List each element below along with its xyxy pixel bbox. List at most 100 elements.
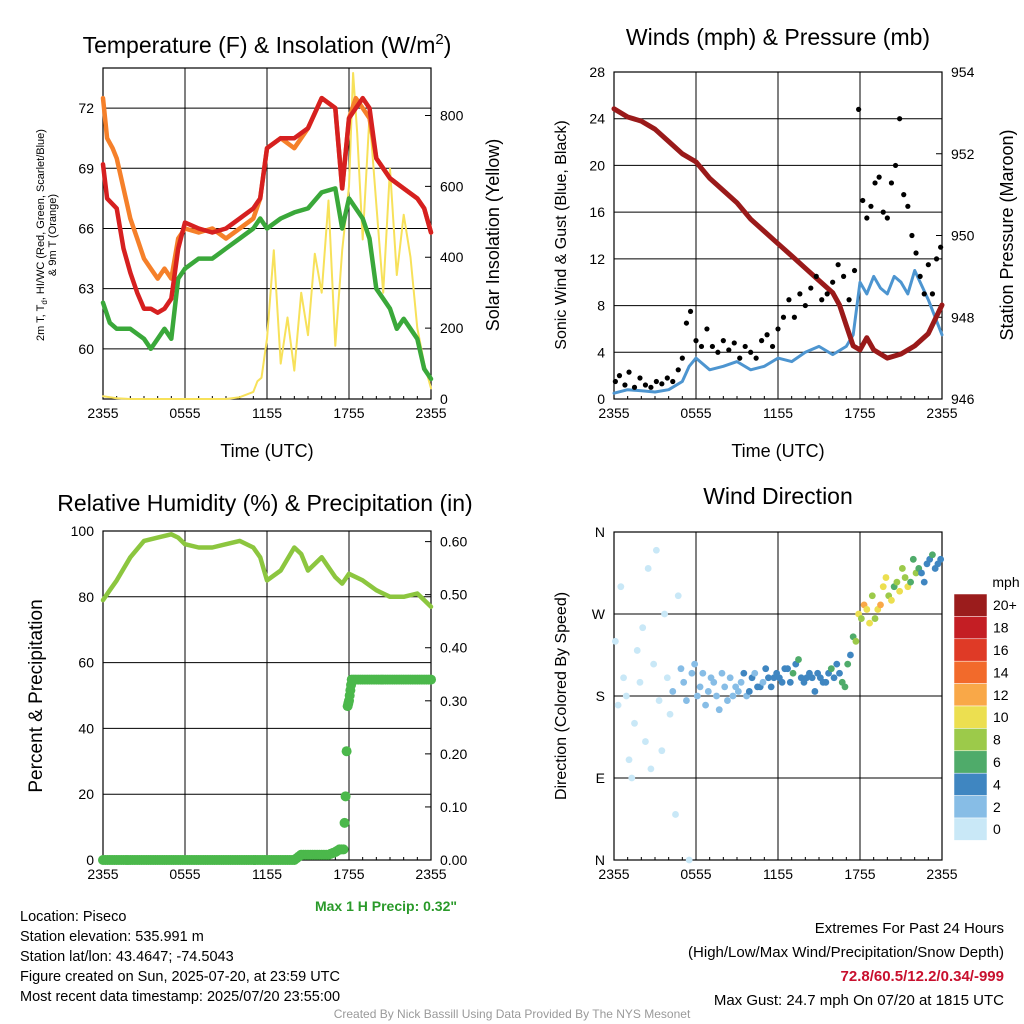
gust-point xyxy=(704,326,710,332)
gust-point xyxy=(616,373,623,379)
y-tick-label: 80 xyxy=(78,589,94,605)
gust-point xyxy=(631,384,638,390)
direction-point xyxy=(625,756,633,764)
y2-tick-label: 0.60 xyxy=(440,534,467,550)
direction-point xyxy=(644,565,652,572)
series-line-hi-wc xyxy=(100,186,434,382)
direction-point xyxy=(929,551,936,559)
x-tick-label: 1755 xyxy=(333,866,364,882)
y-tick-label: 63 xyxy=(78,281,94,297)
y2-tick-label: 0 xyxy=(440,391,448,407)
colorbar-swatch xyxy=(953,660,988,684)
precip-point xyxy=(339,817,350,828)
colorbar-title: mph xyxy=(992,574,1019,590)
elevation-text: Station elevation: 535.991 m xyxy=(20,929,204,945)
gust-point xyxy=(824,291,830,297)
direction-point xyxy=(920,578,928,586)
x-tick-label: 2355 xyxy=(598,866,629,882)
gust-point xyxy=(884,215,890,221)
direction-point xyxy=(822,678,830,686)
gust-point xyxy=(642,382,649,388)
gust-point xyxy=(808,285,814,291)
direction-point xyxy=(937,555,945,563)
colorbar-swatch xyxy=(953,817,988,841)
gust-point xyxy=(802,302,808,309)
direction-point xyxy=(611,637,619,645)
y-tick-label: S xyxy=(596,688,605,704)
colorbar-swatch xyxy=(953,616,988,640)
y2-tick-label: 0.50 xyxy=(440,587,467,603)
direction-point xyxy=(896,587,904,595)
colorbar-label: 0 xyxy=(993,821,1001,837)
direction-point xyxy=(631,719,638,727)
direction-point xyxy=(633,647,641,654)
wind-direction-chart-title: Wind Direction xyxy=(703,483,853,509)
direction-point xyxy=(888,596,895,604)
direction-point xyxy=(762,665,770,673)
credit-text: Created By Nick Bassill Using Data Provi… xyxy=(333,1007,691,1021)
wind-line xyxy=(612,269,944,395)
gust-point xyxy=(864,215,870,221)
y-tick-label: 69 xyxy=(78,160,94,176)
direction-point xyxy=(669,688,677,695)
gust-point xyxy=(693,338,699,344)
max-precip-annotation: Max 1 H Precip: 0.32" xyxy=(315,898,457,914)
y-tick-label: N xyxy=(595,524,605,540)
humidity-chart-title: Relative Humidity (%) & Precipitation (i… xyxy=(57,490,472,516)
y2-tick-label: 600 xyxy=(440,178,464,194)
x-tick-label: 1755 xyxy=(844,405,875,421)
y-tick-label: 40 xyxy=(78,720,94,736)
temperature-panel: Temperature (F) & Insolation (W/m2) Time… xyxy=(35,31,503,461)
colorbar-swatch xyxy=(953,593,988,617)
gust-point xyxy=(742,343,748,350)
gust-point xyxy=(892,162,899,169)
colorbar-label: 14 xyxy=(993,664,1009,680)
y2-tick-label: 800 xyxy=(440,107,464,123)
direction-point xyxy=(740,669,748,677)
colorbar-label: 8 xyxy=(993,732,1001,748)
gust-point xyxy=(841,273,847,279)
direction-point xyxy=(672,811,679,818)
winds-x-label: Time (UTC) xyxy=(731,441,824,461)
direction-point xyxy=(650,660,658,668)
y-tick-label: 16 xyxy=(589,204,605,220)
created-text: Figure created on Sun, 2025-07-20, at 23… xyxy=(20,969,340,985)
x-tick-label: 1155 xyxy=(763,866,793,882)
colorbar-label: 18 xyxy=(993,620,1009,636)
max-gust-text: Max Gust: 24.7 mph On 07/20 at 1815 UTC xyxy=(713,992,1004,1009)
direction-point xyxy=(833,660,841,668)
direction-point xyxy=(918,569,925,577)
gust-point xyxy=(748,349,754,355)
colorbar-label: 12 xyxy=(993,687,1009,703)
gust-point xyxy=(835,262,841,268)
direction-point xyxy=(620,674,627,682)
humidity-line xyxy=(100,532,434,609)
direction-point xyxy=(789,669,797,677)
gust-point xyxy=(901,192,907,198)
gust-point xyxy=(720,338,726,344)
direction-point xyxy=(622,692,630,700)
direction-point xyxy=(751,669,759,677)
extremes-title: Extremes For Past 24 Hours xyxy=(814,920,1004,937)
direction-point xyxy=(683,697,690,704)
y-tick-label: W xyxy=(592,606,606,622)
direction-point xyxy=(691,660,699,668)
gust-point xyxy=(868,203,874,209)
direction-point xyxy=(639,624,647,632)
direction-point xyxy=(879,583,887,591)
direction-point xyxy=(866,619,873,627)
colorbar-swatch xyxy=(953,750,988,774)
direction-point xyxy=(724,697,731,704)
direction-point xyxy=(795,656,802,663)
gust-point xyxy=(679,355,685,361)
y2-tick-label: 948 xyxy=(951,309,975,325)
direction-point xyxy=(680,678,688,686)
gust-point xyxy=(819,297,825,303)
y-tick-label: 8 xyxy=(597,298,605,314)
direction-point xyxy=(642,738,649,745)
precip-point xyxy=(340,791,351,802)
x-tick-label: 0555 xyxy=(169,866,200,882)
direction-point xyxy=(901,574,909,581)
direction-point xyxy=(713,692,720,700)
plot-frame xyxy=(613,71,943,400)
